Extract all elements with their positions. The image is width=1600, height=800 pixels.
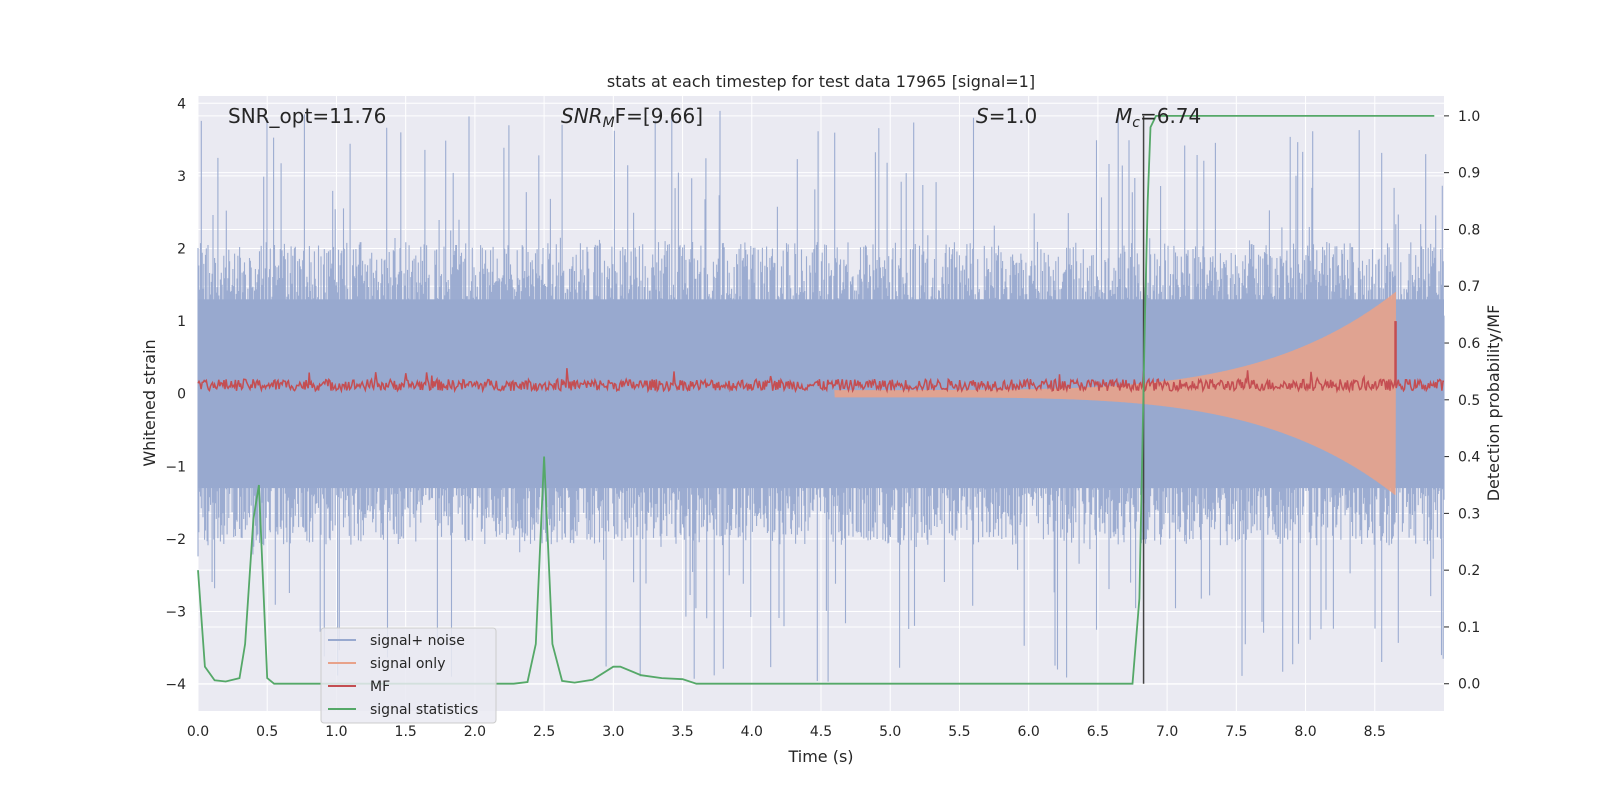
- y-right-tick-label: 0.8: [1458, 222, 1480, 238]
- x-tick-label: 3.5: [671, 724, 693, 740]
- signal-only-line: [834, 291, 1396, 496]
- y-right-tick-label: 0.3: [1458, 506, 1480, 522]
- mc-sub: c: [1132, 115, 1140, 131]
- x-tick-label: 1.5: [395, 724, 417, 740]
- y-right-tick-label: 0.7: [1458, 279, 1480, 295]
- x-tick-label: 3.0: [602, 724, 624, 740]
- x-tick-label: 7.0: [1156, 724, 1178, 740]
- y-left-axis-label: Whitened strain: [140, 339, 159, 466]
- x-axis-label: Time (s): [787, 747, 853, 766]
- x-tick-label: 1.0: [325, 724, 347, 740]
- legend: signal+ noise signal only MF signal stat…: [320, 627, 497, 724]
- mc-symbol: M: [1115, 104, 1132, 128]
- y-left-tick-label: 2: [177, 241, 186, 257]
- y-right-tick-labels: 0.0 0.1 0.2 0.3 0.4 0.5 0.6 0.7 0.8 0.9 1.0: [1458, 109, 1480, 693]
- y-right-tick-label: 0.0: [1458, 677, 1480, 693]
- y-right-tick-label: 0.9: [1458, 166, 1480, 182]
- snr-mf-annotation: SNRMF=[9.66]: [561, 104, 703, 131]
- y-left-tick-label: 3: [177, 169, 186, 185]
- x-tick-label: 0.5: [256, 724, 278, 740]
- x-tick-label: 5.5: [948, 724, 970, 740]
- snr-opt-annotation: SNR_opt=11.76: [228, 104, 386, 128]
- legend-label-mf: MF: [370, 679, 390, 695]
- y-right-tick-label: 1.0: [1458, 109, 1480, 125]
- legend-box: [320, 627, 497, 724]
- mc-annotation: Mc=6.74: [1115, 104, 1201, 131]
- y-left-tick-label: −1: [165, 459, 186, 475]
- y-left-tick-labels: −4 −3 −2 −1 0 1 2 3 4: [165, 96, 186, 693]
- y-left-tick-label: −4: [165, 677, 186, 693]
- x-tick-label: 7.5: [1225, 724, 1247, 740]
- x-tick-label: 4.0: [741, 724, 763, 740]
- s-value: =1.0: [989, 104, 1038, 128]
- x-tick-label: 2.0: [464, 724, 486, 740]
- x-tick-label: 4.5: [810, 724, 832, 740]
- y-right-tick-label: 0.1: [1458, 620, 1480, 636]
- y-right-tick-label: 0.6: [1458, 336, 1480, 352]
- y-right-tick-label: 0.5: [1458, 393, 1480, 409]
- y-left-tick-label: 0: [177, 387, 186, 403]
- x-tick-label: 6.0: [1018, 724, 1040, 740]
- snr-mf-rest: F=[9.66]: [615, 104, 703, 128]
- y-right-axis-label: Detection probability/MF: [1484, 305, 1503, 502]
- x-tick-label: 8.5: [1364, 724, 1386, 740]
- s-annotation: S=1.0: [976, 104, 1037, 128]
- snr-mf-base: SNR: [561, 104, 603, 128]
- mc-value: =6.74: [1140, 104, 1201, 128]
- y-right-tick-label: 0.4: [1458, 450, 1480, 466]
- legend-label-signal-noise: signal+ noise: [370, 633, 465, 649]
- series-layer: [197, 110, 1445, 685]
- x-tick-labels: 0.0 0.5 1.0 1.5 2.0 2.5 3.0 3.5 4.0 4.5 5.0 5.5 6.0 6…: [187, 724, 1386, 740]
- legend-label-signal-only: signal only: [370, 656, 445, 672]
- s-symbol: S: [976, 104, 989, 128]
- x-tick-label: 5.0: [879, 724, 901, 740]
- y-left-tick-label: −2: [165, 532, 186, 548]
- snr-mf-sub: M: [603, 115, 615, 131]
- x-tick-label: 2.5: [533, 724, 555, 740]
- x-tick-label: 6.5: [1087, 724, 1109, 740]
- x-tick-label: 0.0: [187, 724, 209, 740]
- legend-label-signal-statistics: signal statistics: [370, 702, 478, 718]
- y-left-tick-label: 1: [177, 314, 186, 330]
- mf-line: [197, 368, 1444, 394]
- chart-title: stats at each timestep for test data 179…: [607, 72, 1035, 91]
- y-left-tick-label: −3: [165, 605, 186, 621]
- signal-statistics-line: [197, 115, 1435, 685]
- y-right-tick-label: 0.2: [1458, 563, 1480, 579]
- x-tick-label: 8.0: [1294, 724, 1316, 740]
- y-left-tick-label: 4: [177, 96, 186, 112]
